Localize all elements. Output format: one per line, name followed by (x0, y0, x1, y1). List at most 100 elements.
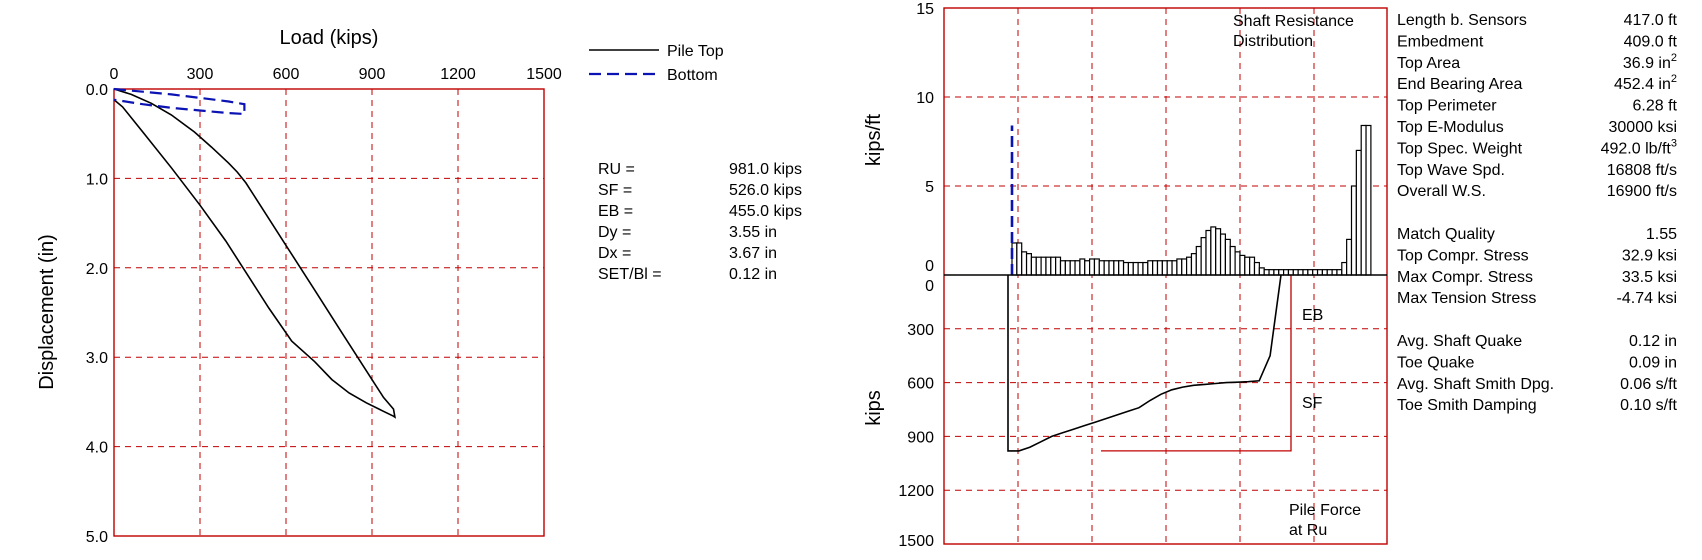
shaft-resistance-bar (1088, 258, 1096, 276)
right-plot-frame (943, 7, 1388, 545)
shaft-resistance-bar (1147, 260, 1154, 276)
property-value: -4.74 ksi (1617, 290, 1677, 307)
result-value: 3.55 in (729, 224, 777, 241)
force-title-line-2: at Ru (1289, 522, 1327, 539)
shaft-resistance-bar (1215, 228, 1222, 276)
shaft-resistance-bar (1297, 269, 1304, 276)
result-value: 3.67 in (729, 245, 777, 262)
shaft-resistance-bar (1132, 261, 1139, 276)
ld-y-tick-label: 0.0 (86, 82, 108, 99)
shaft-resistance-bar (1244, 256, 1251, 276)
shaft-y-tick-label: 0 (925, 258, 934, 275)
ld-x-tick-label: 1200 (440, 66, 476, 83)
property-label: Avg. Shaft Quake (1397, 333, 1522, 350)
shaft-y-tick-label: 5 (925, 179, 934, 196)
shaft-resistance-bar (1326, 269, 1333, 276)
property-label: Avg. Shaft Smith Dpg. (1397, 376, 1554, 393)
legend-label-bottom: Bottom (667, 67, 718, 84)
shaft-resistance-bar (1258, 267, 1265, 276)
shaft-resistance-bar (1030, 256, 1037, 276)
ld-x-tick-label: 300 (187, 66, 214, 83)
shaft-resistance-bar (1137, 261, 1144, 276)
result-label: RU = (598, 161, 635, 178)
shaft-resistance-bar (1302, 269, 1309, 276)
force-y-tick-label: 1200 (898, 483, 934, 500)
property-label: Top Compr. Stress (1397, 247, 1529, 264)
shaft-resistance-bar (1307, 269, 1314, 276)
shaft-resistance-bar (1249, 256, 1256, 276)
property-label: Top Perimeter (1397, 98, 1497, 115)
shaft-resistance-bar (1152, 260, 1159, 276)
shaft-resistance-bar (1084, 260, 1091, 276)
shaft-resistance-bar (1273, 269, 1280, 276)
properties-table: Length b. Sensors 417.0 ft Embedment 409.0 … (1397, 12, 1678, 414)
property-value: 417.0 ft (1624, 12, 1678, 29)
pile-force-line (1007, 274, 1282, 452)
shaft-resistance-bar (1341, 261, 1348, 276)
ld-y-tick-label: 1.0 (86, 171, 108, 188)
shaft-resistance-bar (1263, 269, 1270, 276)
force-y-tick-label: 300 (907, 322, 934, 339)
property-label: Max Compr. Stress (1397, 269, 1533, 286)
shaft-resistance-bar (1064, 260, 1071, 276)
shaft-resistance-bar (1035, 256, 1042, 276)
sf-eb-bracket (1101, 275, 1292, 452)
shaft-title-line-2: Distribution (1233, 33, 1313, 50)
shaft-resistance-bar (1069, 260, 1076, 276)
result-value: 526.0 kips (729, 182, 802, 199)
legend: Pile Top Bottom (589, 43, 724, 84)
property-label: Top Spec. Weight (1397, 140, 1523, 157)
ld-x-tick-label: 1500 (526, 66, 562, 83)
result-label: EB = (598, 203, 633, 220)
shaft-resistance-bar (1045, 256, 1052, 276)
result-value: 455.0 kips (729, 203, 802, 220)
property-label: Top Area (1397, 55, 1460, 72)
shaft-resistance-bar (1176, 258, 1183, 276)
result-label: Dx = (598, 245, 631, 262)
shaft-resistance-bar (1224, 238, 1231, 276)
property-value: 0.12 in (1629, 333, 1677, 350)
shaft-resistance-bar (1350, 185, 1357, 276)
sf-label: SF (1302, 395, 1323, 412)
shaft-resistance-bar (1185, 256, 1193, 276)
results-table: RU = 981.0 kips SF = 526.0 kips EB = 455.0 ki… (598, 161, 802, 283)
shaft-resistance-bar (1079, 258, 1086, 276)
series-line-pile-top (113, 88, 397, 419)
ld-y-tick-label: 4.0 (86, 440, 108, 457)
shaft-resistance-bar (1195, 245, 1202, 276)
shaft-resistance-bar (1108, 260, 1115, 276)
property-label: Toe Quake (1397, 354, 1474, 371)
shaft-resistance-bar (1292, 269, 1299, 276)
shaft-resistance-bar (1282, 269, 1290, 276)
ld-x-tick-label: 600 (273, 66, 300, 83)
property-value: 32.9 ksi (1622, 247, 1677, 264)
ld-plot-frame (113, 88, 545, 537)
shaft-resistance-bar (1278, 269, 1285, 276)
shaft-resistance-bar (1166, 260, 1173, 276)
property-value: 0.10 s/ft (1620, 397, 1677, 414)
shaft-resistance-bar (1040, 256, 1047, 276)
shaft-resistance-bar (1181, 258, 1188, 276)
shaft-resistance-bar (1113, 260, 1120, 276)
shaft-y-tick-label: 10 (916, 90, 934, 107)
series-line-bottom (113, 87, 246, 116)
property-value: 409.0 ft (1624, 33, 1678, 50)
property-label: Max Tension Stress (1397, 290, 1536, 307)
shaft-resistance-bar (1127, 261, 1134, 276)
property-label: Length b. Sensors (1397, 12, 1527, 29)
property-value: 0.09 in (1629, 354, 1677, 371)
shaft-resistance-bar (1098, 260, 1105, 276)
shaft-resistance-bar (1156, 260, 1163, 276)
property-value: 16808 ft/s (1607, 162, 1677, 179)
shaft-resistance-bar (1234, 251, 1241, 276)
property-label: End Bearing Area (1397, 76, 1523, 93)
property-label: Embedment (1397, 33, 1484, 50)
legend-label-pile-top: Pile Top (667, 43, 724, 60)
shaft-resistance-bar (1025, 253, 1033, 276)
property-label: Overall W.S. (1397, 183, 1486, 200)
shaft-resistance-bar (1360, 124, 1367, 276)
eb-label: EB (1302, 307, 1323, 324)
shaft-resistance-bar (1268, 269, 1275, 276)
shaft-resistance-bar (1074, 260, 1081, 276)
force-y-tick-label: 0 (925, 278, 934, 295)
